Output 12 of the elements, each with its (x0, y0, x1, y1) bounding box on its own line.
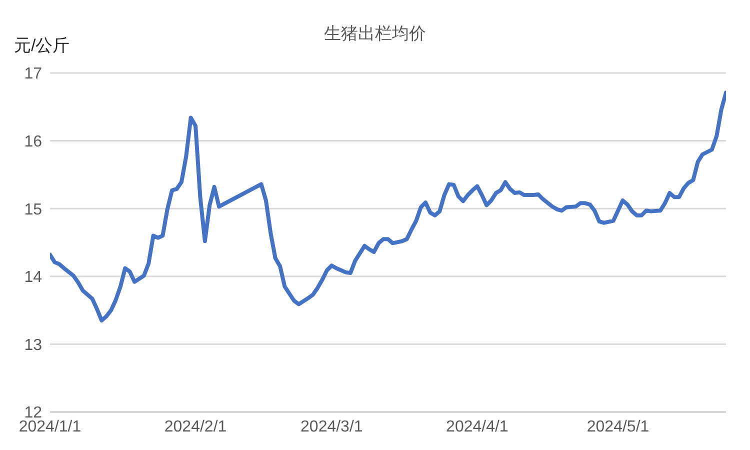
line-series (50, 90, 726, 322)
x-tick-label: 2024/3/1 (300, 418, 363, 436)
y-tick-label: 16 (24, 133, 42, 150)
y-tick-label: 14 (24, 269, 42, 286)
y-tick-label: 15 (24, 201, 42, 218)
y-axis-title: 元/公斤 (14, 35, 70, 57)
y-tick-label: 13 (24, 336, 42, 354)
x-tick-label: 2024/4/1 (446, 418, 508, 436)
y-tick-label: 17 (24, 66, 42, 83)
x-tick-label: 2024/5/1 (586, 418, 650, 436)
chart-title: 生猪出栏均价 (324, 24, 426, 43)
x-tick-label: 2024/2/1 (164, 418, 227, 436)
